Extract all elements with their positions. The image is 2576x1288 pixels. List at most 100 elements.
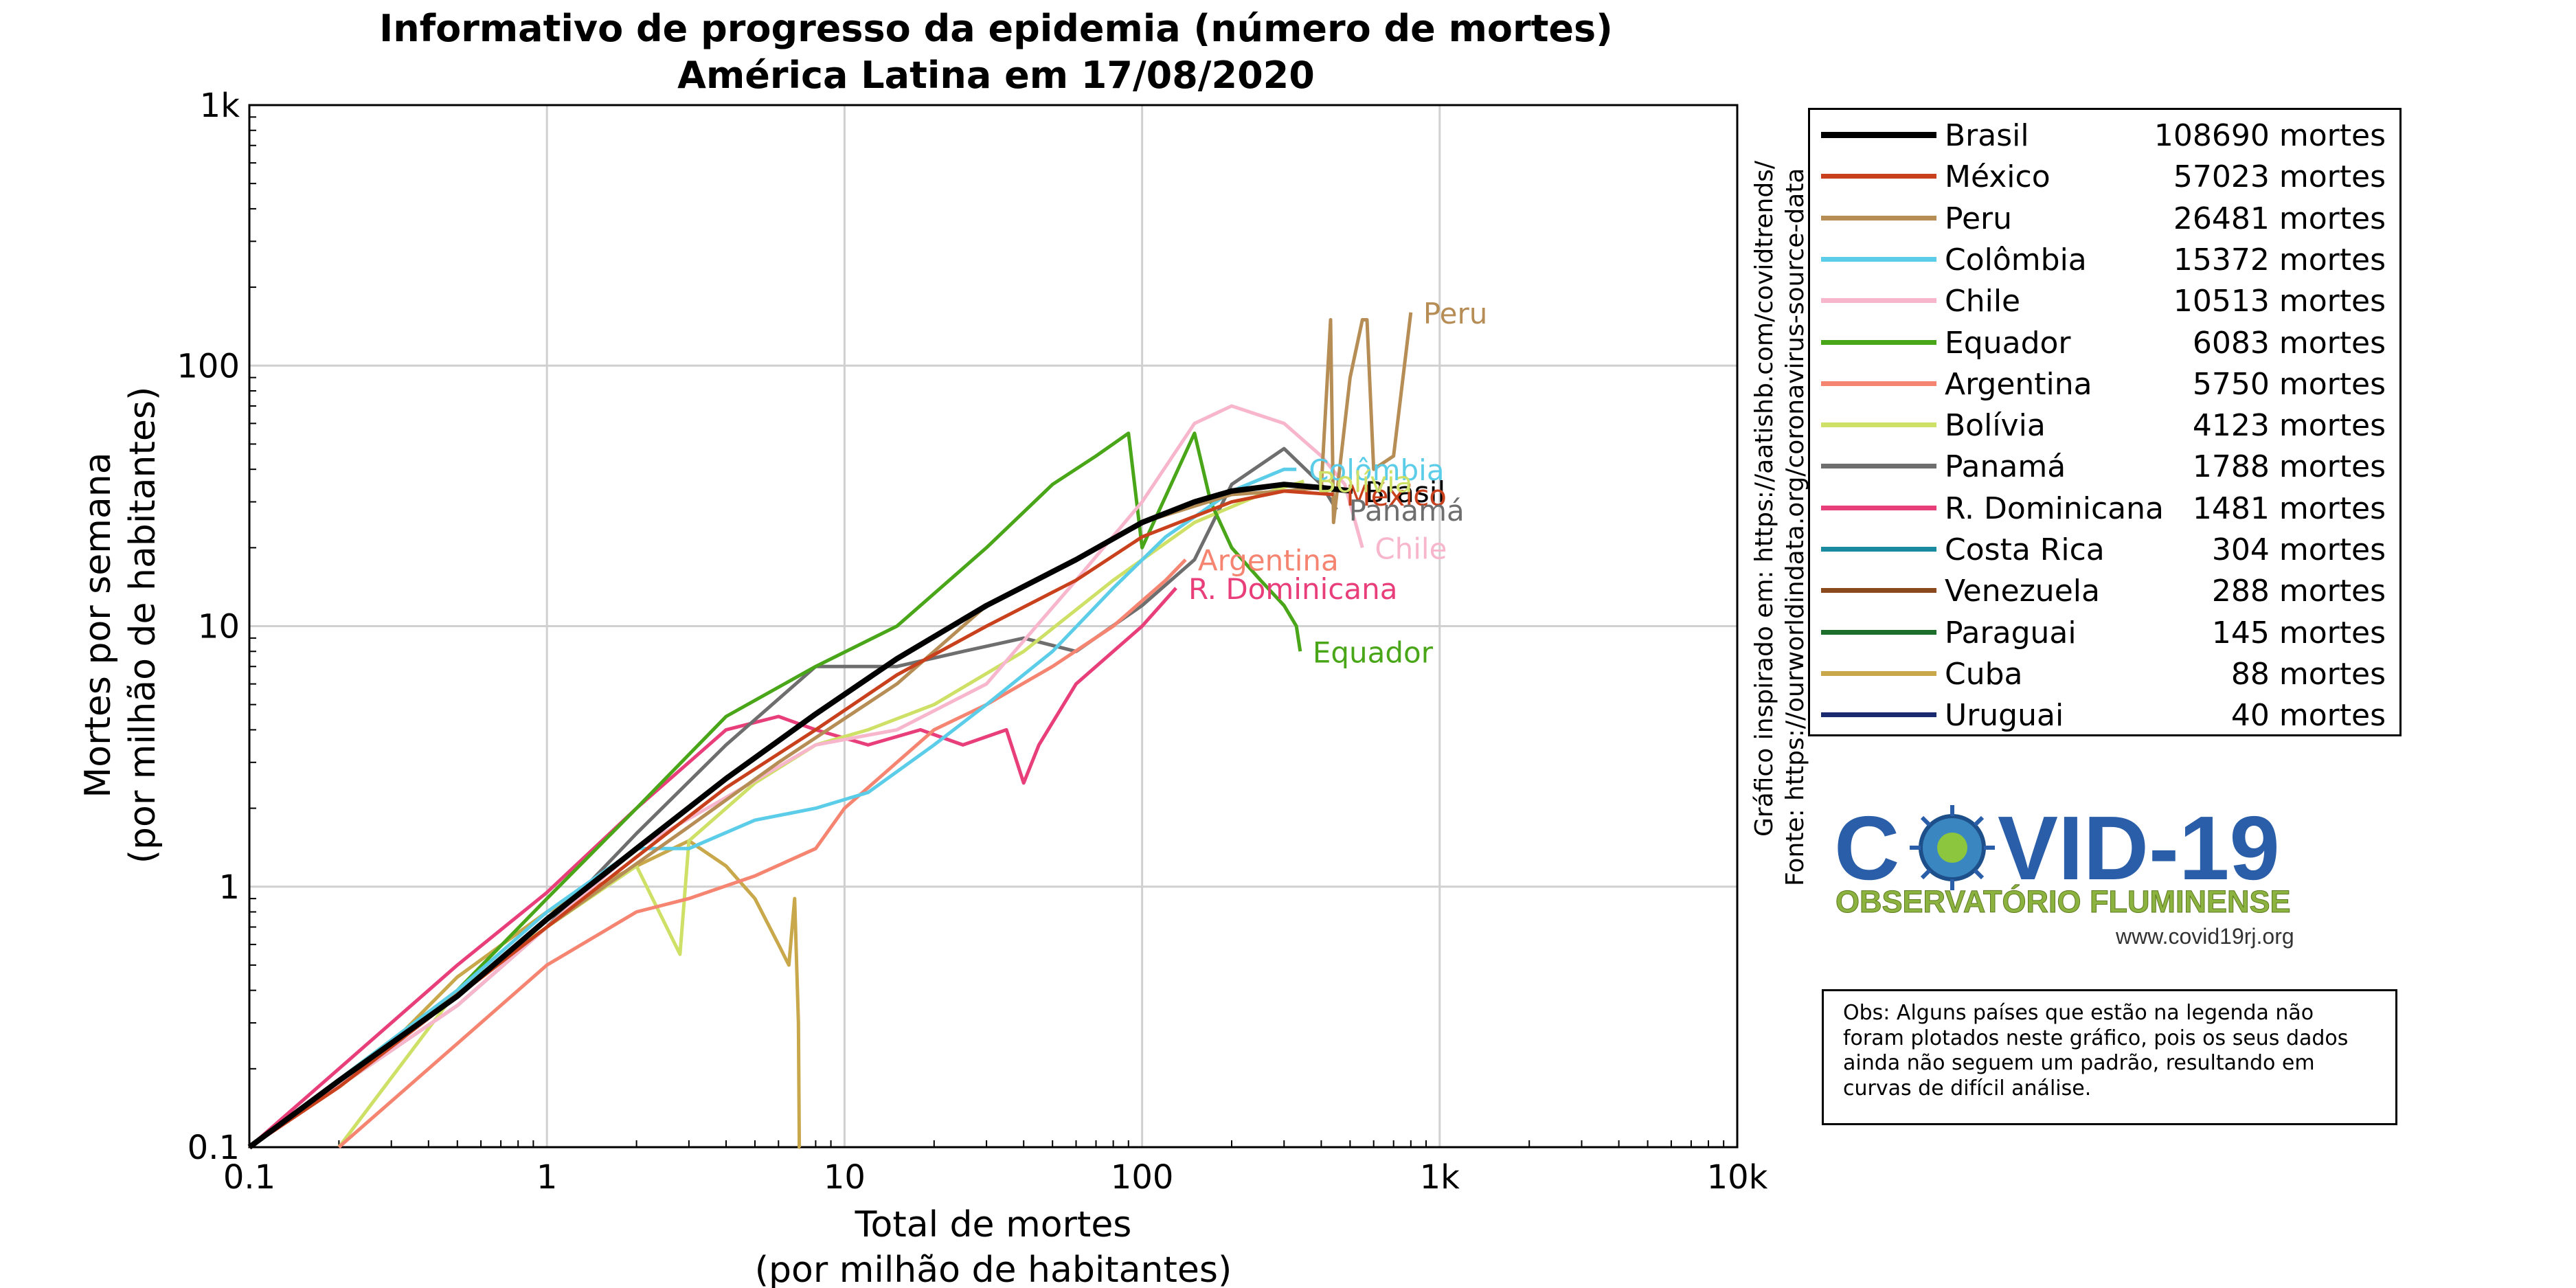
logo-main-text-c: C <box>1834 798 1899 899</box>
x-tick-label: 10k <box>1707 1158 1768 1197</box>
legend-death-count: 57023 mortes <box>2173 159 2386 195</box>
x-axis-label: Total de mortes <box>855 1204 1132 1245</box>
legend-item: Uruguai 40 mortes <box>1810 694 2399 735</box>
legend-death-count: 40 mortes <box>2230 698 2386 734</box>
legend-swatch <box>1821 256 1936 262</box>
tick-labels: 0.1 1 10 100 1k 10k 0.1 1 10 100 1k <box>177 87 1767 1197</box>
legend-swatch <box>1821 215 1936 221</box>
legend-death-count: 1481 mortes <box>2192 490 2386 526</box>
legend-swatch <box>1821 670 1936 676</box>
legend-death-count: 304 mortes <box>2211 532 2386 567</box>
legend-death-count: 145 mortes <box>2211 615 2386 651</box>
series-line-equador <box>248 431 1302 1149</box>
legend-swatch <box>1821 464 1936 469</box>
legend-series-name: R. Dominicana <box>1945 490 2164 526</box>
legend-item: Equador 6083 mortes <box>1810 321 2399 363</box>
y-tick-label: 1 <box>218 868 240 907</box>
series-end-label: Brasil <box>1365 475 1445 509</box>
credit-inspired: Gráfico inspirado em: https://aatishb.co… <box>1750 160 1778 837</box>
legend-item: Peru 26481 mortes <box>1810 197 2399 238</box>
logo-main-text-rest: VID-19 <box>1998 798 2280 899</box>
note-text: Obs: Alguns países que estão na legenda … <box>1843 1001 2349 1100</box>
series-line-colombia <box>248 467 1297 1149</box>
series-end-label: Chile <box>1375 532 1447 565</box>
chart-title: Informativo de progresso da epidemia (nú… <box>379 7 1613 50</box>
legend-death-count: 6083 mortes <box>2192 325 2386 361</box>
x-tick-label: 1 <box>536 1158 558 1197</box>
series-line-panama <box>248 447 1338 1149</box>
y-axis-label: Mortes por semana <box>78 452 119 798</box>
legend-series-name: Equador <box>1945 325 2071 361</box>
x-tick-label: 100 <box>1111 1158 1174 1197</box>
x-tick-label: 1k <box>1420 1158 1460 1197</box>
legend-swatch <box>1821 132 1936 138</box>
legend-death-count: 15372 mortes <box>2173 242 2386 278</box>
legend-swatch <box>1821 298 1936 304</box>
legend-item: Chile 10513 mortes <box>1810 280 2399 321</box>
legend-series-name: Paraguai <box>1945 615 2077 651</box>
y-tick-label: 0.1 <box>188 1129 240 1167</box>
chart-subtitle: América Latina em 17/08/2020 <box>677 54 1315 97</box>
legend-swatch <box>1821 505 1936 510</box>
legend-swatch <box>1821 712 1936 718</box>
series-line-brasil <box>247 482 1353 1150</box>
legend-item: Argentina 5750 mortes <box>1810 363 2399 404</box>
legend-swatch <box>1821 381 1936 386</box>
legend: Brasil 108690 mortes México 57023 mortes Per… <box>1808 108 2402 736</box>
series-end-label: Bolívia <box>1316 466 1412 499</box>
legend-swatch <box>1821 547 1936 552</box>
virus-icon <box>1910 805 1995 890</box>
series-line-r-dominicana <box>248 587 1177 1149</box>
legend-series-name: Peru <box>1945 201 2013 236</box>
legend-item: México 57023 mortes <box>1810 155 2399 196</box>
legend-death-count: 5750 mortes <box>2192 366 2386 402</box>
legend-series-name: Colômbia <box>1945 242 2087 278</box>
legend-swatch <box>1821 422 1936 428</box>
legend-item: Colômbia 15372 mortes <box>1810 238 2399 280</box>
legend-item: Bolívia 4123 mortes <box>1810 404 2399 445</box>
series-end-label: Panamá <box>1349 494 1465 528</box>
x-axis-sublabel: (por milhão de habitantes) <box>755 1250 1232 1288</box>
legend-item: Costa Rica 304 mortes <box>1810 528 2399 569</box>
legend-series-name: Panamá <box>1945 449 2066 485</box>
legend-series-name: Cuba <box>1945 656 2023 692</box>
legend-series-name: México <box>1945 159 2050 195</box>
series-group <box>247 312 1413 1150</box>
note-box: Obs: Alguns países que estão na legenda … <box>1822 989 2397 1125</box>
series-line-argentina <box>337 558 1187 1149</box>
y-tick-label: 1k <box>200 87 240 125</box>
plot-frame <box>248 104 1739 1149</box>
legend-series-name: Argentina <box>1945 366 2092 402</box>
legend-death-count: 1788 mortes <box>2192 449 2386 485</box>
credit-source: Fonte: https://ourworldindata.org/corona… <box>1781 168 1809 886</box>
legend-swatch <box>1821 629 1936 635</box>
legend-series-name: Venezuela <box>1945 574 2100 609</box>
series-line-chile <box>248 404 1364 1149</box>
legend-item: Panamá 1788 mortes <box>1810 445 2399 486</box>
legend-swatch <box>1821 339 1936 345</box>
legend-death-count: 10513 mortes <box>2173 284 2386 319</box>
legend-death-count: 4123 mortes <box>2192 408 2386 444</box>
legend-series-name: Chile <box>1945 284 2021 319</box>
series-end-label: Colômbia <box>1309 453 1444 487</box>
legend-series-name: Costa Rica <box>1945 532 2105 567</box>
legend-series-name: Uruguai <box>1945 698 2064 734</box>
legend-item: Cuba 88 mortes <box>1810 653 2399 694</box>
series-end-label: Equador <box>1313 635 1434 669</box>
legend-item: Brasil 108690 mortes <box>1810 114 2399 155</box>
y-tick-label: 10 <box>198 608 240 646</box>
x-tick-label: 0.1 <box>223 1158 275 1197</box>
logo-sub-text: OBSERVATÓRIO FLUMINENSE <box>1835 884 2291 919</box>
legend-item: R. Dominicana 1481 mortes <box>1810 487 2399 528</box>
series-line-peru <box>248 312 1413 1149</box>
legend-death-count: 288 mortes <box>2211 574 2386 609</box>
legend-death-count: 26481 mortes <box>2173 201 2386 236</box>
legend-series-name: Bolívia <box>1945 408 2046 444</box>
legend-item: Venezuela 288 mortes <box>1810 569 2399 611</box>
y-axis-sublabel: (por milhão de habitantes) <box>122 387 163 864</box>
logo-site: www.covid19rj.org <box>2116 924 2294 949</box>
y-tick-label: 100 <box>177 347 240 385</box>
series-end-label: Argentina <box>1198 544 1339 578</box>
legend-series-name: Brasil <box>1945 118 2029 153</box>
